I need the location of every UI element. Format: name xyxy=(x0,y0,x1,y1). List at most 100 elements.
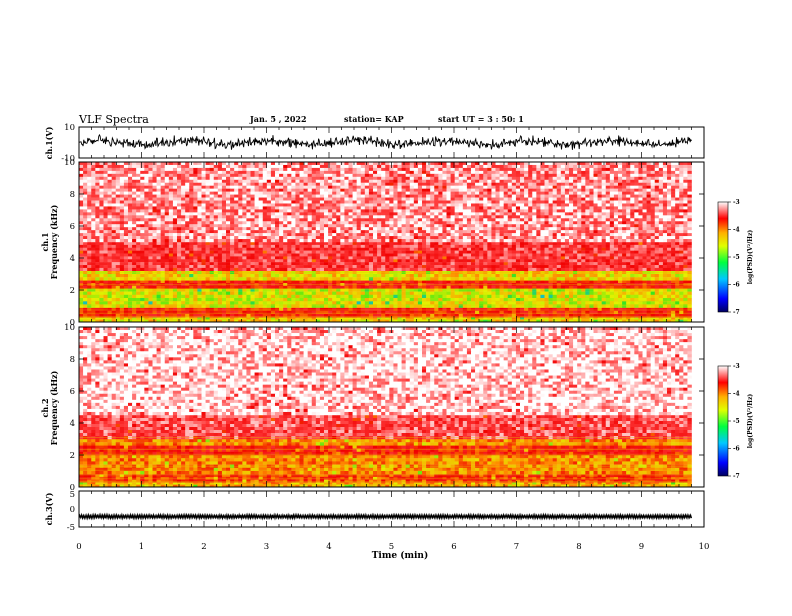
spectrogram-cell xyxy=(160,167,166,172)
spectrogram-cell xyxy=(515,294,521,299)
spectrogram-cell xyxy=(319,176,325,180)
spectrogram-cell xyxy=(128,259,133,263)
spectrogram-cell xyxy=(593,314,598,318)
spectrogram-cell xyxy=(687,319,692,323)
spectrogram-cell xyxy=(299,280,304,284)
spectrogram-cell xyxy=(254,298,259,302)
spectrogram-cell xyxy=(573,167,578,172)
spectrogram-cell xyxy=(544,294,549,299)
spectrogram-cell xyxy=(368,288,374,292)
spectrogram-cell xyxy=(226,277,231,281)
spectrogram-cell xyxy=(205,288,210,292)
spectrogram-cell xyxy=(201,277,206,281)
spectrogram-cell xyxy=(540,288,545,292)
spectrogram-cell xyxy=(422,280,427,284)
spectrogram-cell xyxy=(307,285,313,289)
spectrogram-cell xyxy=(164,267,170,271)
spectrogram-cell xyxy=(238,274,243,278)
spectrogram-cell xyxy=(328,164,333,169)
spectrogram-cell xyxy=(368,319,374,323)
spectrogram-cell xyxy=(148,265,153,269)
spectrogram-cell xyxy=(442,259,447,263)
spectrogram-cell xyxy=(593,319,598,323)
spectrogram-cell xyxy=(503,277,509,281)
spectrogram-cell xyxy=(524,247,529,251)
spectrogram-cell xyxy=(393,291,398,295)
spectrogram-cell xyxy=(111,179,117,183)
spectrogram-cell xyxy=(622,164,627,169)
spectrogram-cell xyxy=(475,262,480,266)
spectrogram-cell xyxy=(483,242,488,246)
spectrogram-cell xyxy=(401,294,406,299)
spectrogram-cell xyxy=(683,173,688,178)
spectrogram-cell xyxy=(536,267,541,271)
spectrogram-cell xyxy=(344,307,349,311)
spectrogram-cell xyxy=(573,280,578,284)
spectrogram-cell xyxy=(360,164,366,169)
spectrogram-cell xyxy=(307,256,313,260)
spectrogram-cell xyxy=(413,176,419,180)
spectrogram-cell xyxy=(405,301,411,305)
spectrogram-cell xyxy=(544,317,549,320)
spectrogram-cell xyxy=(291,298,296,302)
spectrogram-cell xyxy=(283,301,288,305)
spectrogram-cell xyxy=(548,304,553,308)
spectrogram-cell xyxy=(172,247,178,251)
spectrogram-cell xyxy=(160,317,166,320)
spectrogram-cell xyxy=(524,314,529,318)
spectrogram-cell xyxy=(205,256,210,260)
spectrogram-cell xyxy=(201,288,206,292)
spectrogram-cell xyxy=(548,307,553,311)
spectrogram-cell xyxy=(107,173,112,178)
spectrogram-cell xyxy=(667,256,672,260)
spectrogram-cell xyxy=(115,277,121,281)
spectrogram-cell xyxy=(270,304,276,308)
spectrogram-cell xyxy=(613,253,619,257)
spectrogram-cell xyxy=(83,170,88,175)
spectrogram-cell xyxy=(205,317,210,320)
spectrogram-cell xyxy=(597,265,602,269)
spectrogram-cell xyxy=(319,253,325,257)
spectrogram-cell xyxy=(364,242,370,246)
spectrogram-cell xyxy=(515,277,521,281)
spectrogram-cell xyxy=(397,304,402,308)
spectrogram-cell xyxy=(279,294,284,299)
spectrogram-cell xyxy=(487,288,492,292)
spectrogram-cell xyxy=(454,291,460,295)
spectrogram-cell xyxy=(573,173,578,178)
spectrogram-cell xyxy=(417,247,423,251)
date-label: Jan. 5 , 2022 xyxy=(249,114,307,124)
spectrogram-cell xyxy=(148,250,153,254)
spectrogram-cell xyxy=(164,277,170,281)
spectrogram-cell xyxy=(667,319,672,323)
spectrogram-cell xyxy=(315,170,321,175)
spectrogram-cell xyxy=(213,176,219,180)
spectrogram-cell xyxy=(679,256,684,260)
spectrogram-cell xyxy=(87,256,92,260)
spectrogram-cell xyxy=(622,265,627,269)
spectrogram-cell xyxy=(99,256,104,260)
spectrogram-cell xyxy=(226,162,231,166)
spectrogram-cell xyxy=(291,256,296,260)
spectrogram-cell xyxy=(409,319,415,323)
spectrogram-cell xyxy=(458,170,464,175)
spectrogram-cell xyxy=(532,265,537,269)
spectrogram-cell xyxy=(646,274,651,278)
spectrogram-cell xyxy=(413,164,419,169)
spectrogram-cell xyxy=(185,242,190,246)
spectrogram-cell xyxy=(446,250,451,254)
spectrogram-cell xyxy=(495,317,500,320)
spectrogram-cell xyxy=(107,265,112,269)
spectrogram-cell xyxy=(385,259,390,263)
spectrogram-cell xyxy=(589,170,594,175)
spectrogram-cell xyxy=(324,301,329,305)
spectrogram-cell xyxy=(152,262,157,266)
spectrogram-cell xyxy=(213,280,219,284)
spectrogram-cell xyxy=(152,170,157,175)
spectrogram-cell xyxy=(144,262,149,266)
spectrogram-cell xyxy=(324,176,329,180)
spectrogram-cell xyxy=(119,294,125,299)
spectrogram-cell xyxy=(262,170,268,175)
spectrogram-cell xyxy=(136,253,141,257)
spectrogram-cell xyxy=(136,256,141,260)
